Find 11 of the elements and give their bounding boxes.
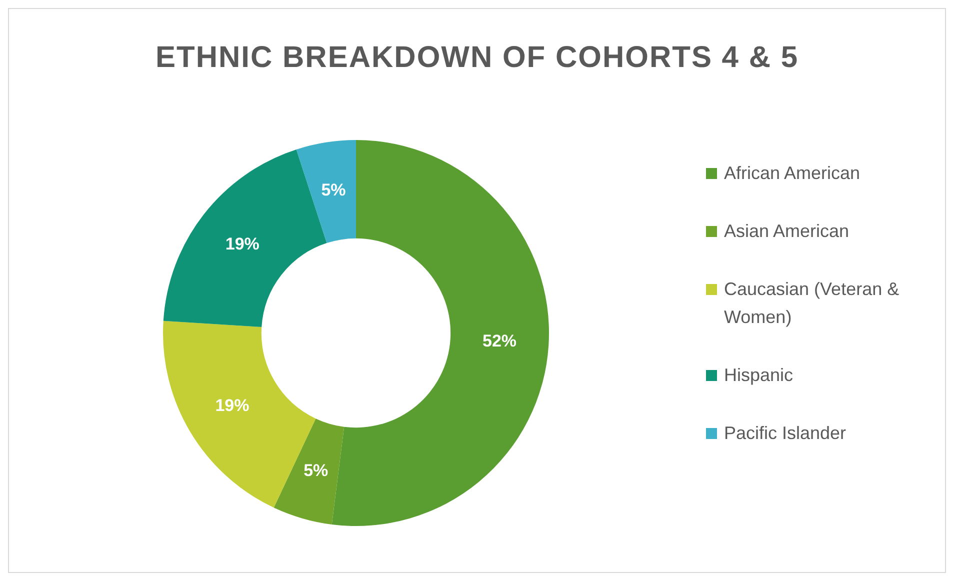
legend-label: African American: [724, 162, 860, 185]
data-label: 5%: [304, 460, 328, 480]
legend-label: Pacific Islander: [724, 422, 846, 445]
data-label: 19%: [215, 396, 250, 415]
legend-label: Asian American: [724, 220, 850, 243]
chart-title: ETHNIC BREAKDOWN OF COHORTS 4 & 5: [154, 41, 800, 75]
data-label: 19%: [225, 234, 260, 254]
legend-label: Caucasian (Veteran & Women): [724, 278, 900, 329]
legend-label: Hispanic: [724, 364, 794, 387]
data-label: 5%: [321, 180, 346, 200]
data-label: 52%: [482, 332, 517, 351]
